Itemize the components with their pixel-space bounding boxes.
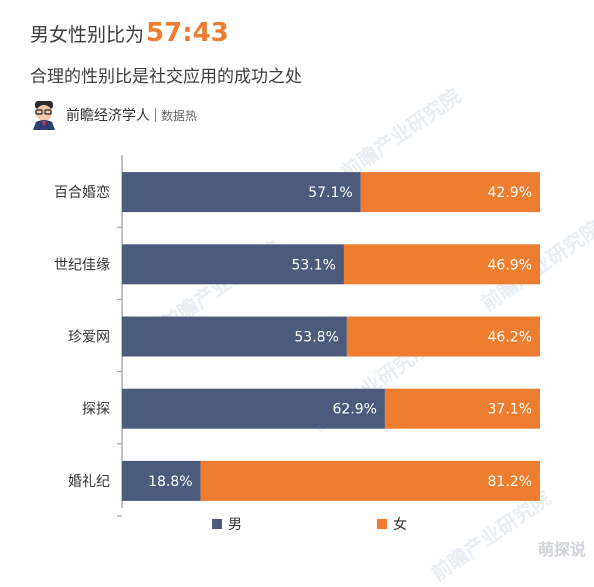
bar-female — [384, 388, 540, 429]
data-label: 81.2% — [488, 474, 532, 490]
category-label: 婚礼纪 — [68, 474, 110, 490]
title-prefix: 男女性别比为 — [30, 24, 145, 46]
category-label: 珍爱网 — [68, 330, 110, 346]
legend-label: 男 — [228, 517, 242, 533]
bar-female — [346, 316, 540, 357]
data-label: 53.8% — [294, 330, 338, 346]
data-label: 46.2% — [488, 330, 532, 346]
data-label: 53.1% — [291, 257, 335, 273]
data-label: 42.9% — [488, 185, 532, 201]
bar-male — [122, 460, 201, 501]
data-label: 18.8% — [148, 474, 192, 490]
category-label: 探探 — [82, 402, 110, 418]
brand-block: 前瞻经济学人 数据热 — [30, 100, 197, 130]
chart-title: 男女性别比为57:43 — [30, 18, 229, 48]
brand-divider — [155, 108, 156, 122]
category-label: 百合婚恋 — [54, 184, 110, 201]
data-label: 57.1% — [308, 185, 352, 201]
bar-male — [122, 388, 385, 429]
brand-name: 前瞻经济学人 — [66, 108, 150, 124]
economist-avatar-icon — [33, 101, 55, 130]
stacked-bar-chart: 百合婚恋 57.1% 42.9% 世纪佳缘 53.1% 46.9% 珍爱网 53.8% 46.2… — [54, 155, 541, 533]
legend-label: 女 — [393, 516, 407, 533]
bar-female — [200, 460, 541, 501]
data-label: 46.9% — [488, 257, 532, 273]
bar-male — [122, 244, 344, 285]
legend-swatch — [377, 519, 387, 529]
title-ratio: 57:43 — [146, 18, 229, 48]
bar-male — [122, 316, 347, 357]
category-label: 世纪佳缘 — [54, 257, 110, 273]
bar-female — [360, 172, 540, 213]
data-label: 37.1% — [488, 402, 532, 418]
corner-watermark: 萌探说 — [537, 540, 586, 559]
data-label: 62.9% — [332, 402, 376, 418]
bar-female — [343, 244, 540, 285]
brand-subtitle: 数据热 — [161, 108, 198, 123]
bar-male — [122, 172, 361, 213]
legend-swatch — [212, 519, 222, 529]
chart-subtitle: 合理的性别比是社交应用的成功之处 — [30, 67, 302, 87]
